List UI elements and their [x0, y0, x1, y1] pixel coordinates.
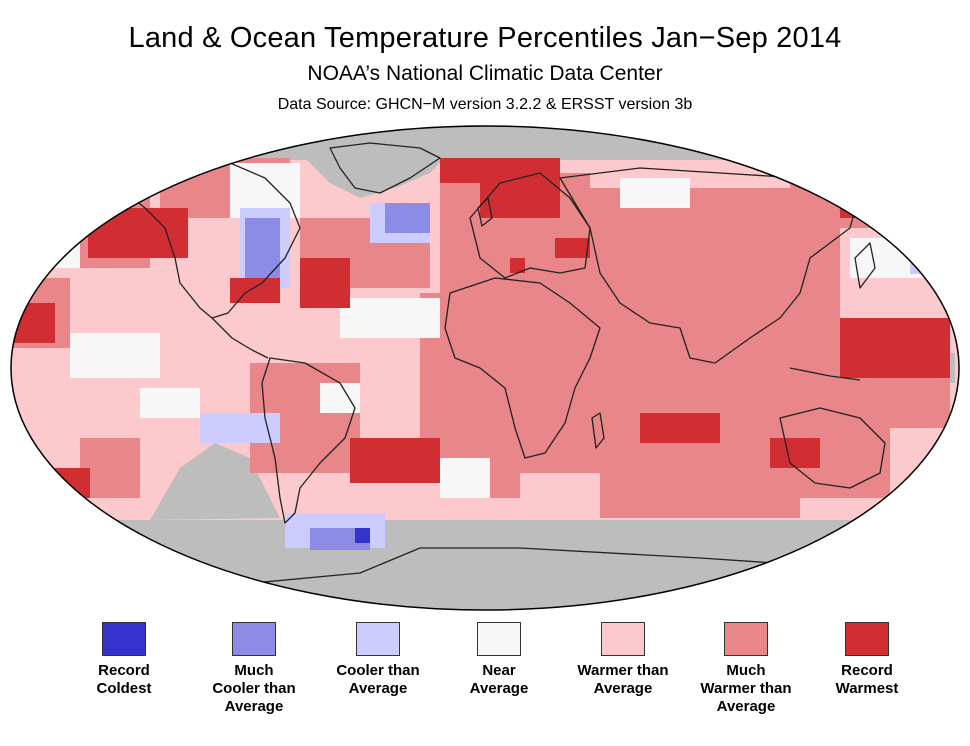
arctic-missing	[11, 126, 959, 160]
legend-swatch	[601, 622, 645, 656]
map-legend: Record Coldest Much Cooler than Average Coo…	[0, 620, 970, 740]
legend-label: Record Warmest	[835, 662, 899, 697]
uk-outline	[477, 197, 493, 227]
legend-swatch	[724, 622, 768, 656]
legend-swatch	[356, 622, 400, 656]
central-america-outline	[211, 317, 269, 359]
north-america-outline	[119, 162, 301, 319]
indonesia-outline	[789, 367, 861, 381]
globe-border	[10, 125, 960, 611]
data-source-note: Data Source: GHCN−M version 3.2.2 & ERSS…	[277, 96, 693, 113]
map-title: Land & Ocean Temperature Percentiles Jan…	[128, 22, 842, 54]
south-america-outline	[261, 357, 356, 524]
greenland-outline	[329, 142, 441, 194]
legend-item-much-cooler: Much Cooler than Average	[189, 620, 319, 716]
legend-item-near-average: Near Average	[434, 620, 564, 698]
legend-swatch	[845, 622, 889, 656]
africa-outline	[444, 277, 601, 459]
legend-item-cooler: Cooler than Average	[313, 620, 443, 698]
legend-label: Warmer than Average	[577, 662, 669, 697]
new-zealand-outline	[917, 467, 929, 494]
legend-label: Much Cooler than Average	[212, 662, 296, 715]
legend-swatch	[102, 622, 146, 656]
map-subtitle: NOAA’s National Climatic Data Center	[307, 62, 663, 85]
record-coldest-cell	[355, 528, 370, 543]
australia-outline	[779, 407, 886, 489]
legend-item-much-warmer: Much Warmer than Average	[681, 620, 811, 716]
antarctic-missing	[11, 520, 959, 610]
legend-item-warmer: Warmer than Average	[558, 620, 688, 698]
madagascar-outline	[591, 412, 605, 449]
legend-label: Much Warmer than Average	[700, 662, 792, 715]
world-percentile-map	[10, 125, 960, 611]
japan-outline	[854, 242, 876, 289]
legend-item-record-warmest: Record Warmest	[802, 620, 932, 698]
legend-label: Near Average	[469, 662, 529, 697]
legend-label: Record Coldest	[96, 662, 152, 697]
europe-outline	[469, 172, 591, 279]
legend-item-record-coldest: Record Coldest	[59, 620, 189, 698]
legend-swatch	[232, 622, 276, 656]
legend-label: Cooler than Average	[336, 662, 420, 697]
legend-swatch	[477, 622, 521, 656]
southern-ocean-missing	[150, 443, 280, 520]
